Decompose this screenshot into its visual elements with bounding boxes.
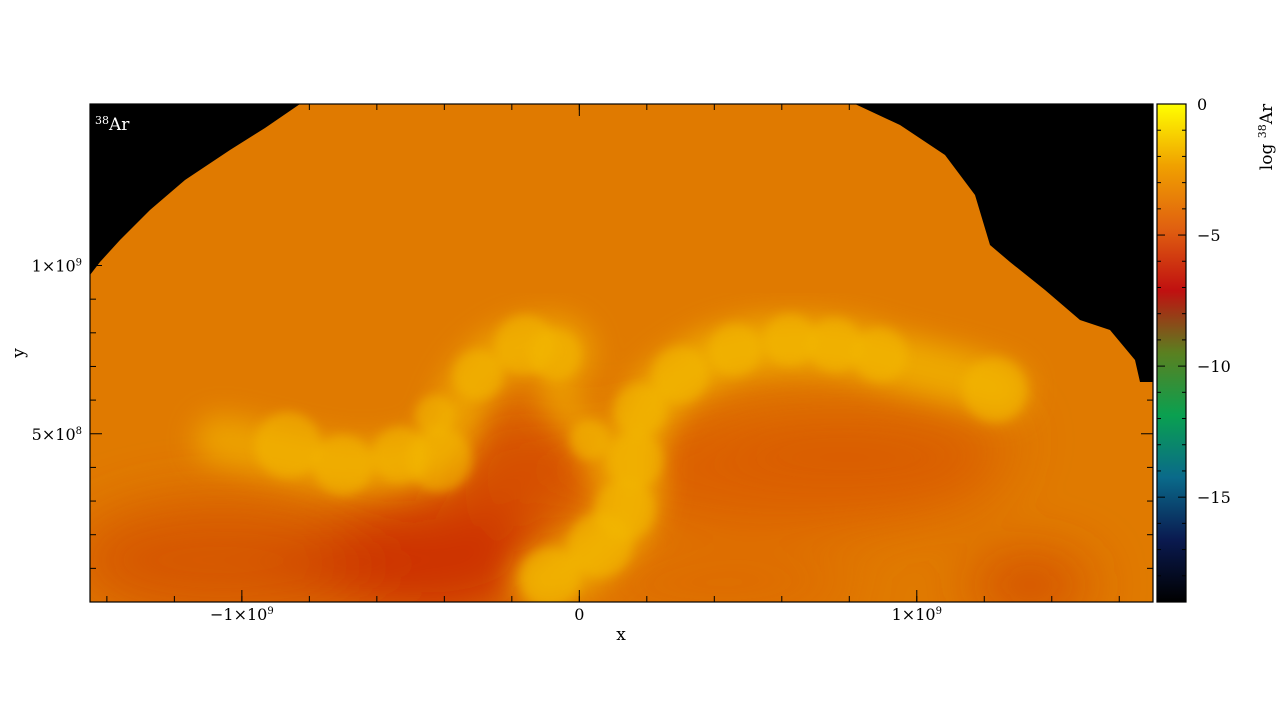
colorbar-label: log 38Ar [1256,103,1277,170]
colorbar-gradient [1157,104,1186,602]
colorbar-ticks [1157,103,1186,603]
y-tick-label: 5×108 [32,425,82,444]
y-tick-label: 1×109 [32,257,82,276]
y-axis-label: y [9,348,29,359]
colorbar-tick-label: −10 [1197,357,1231,376]
colorbar-label-sup: 38 [1256,124,1269,138]
colorbar-tick-label: 0 [1197,95,1207,114]
plot-area: 38Ar [90,104,1153,602]
x-axis-label: x [616,625,626,645]
panel-label-sup: 38 [95,114,109,127]
x-tick-label: 0 [574,605,584,624]
field-structures [90,314,1090,602]
x-tick-label: −1×109 [210,605,274,624]
colorbar-tick-labels: 0 −5 −10 −15 [1197,95,1231,507]
colorbar-label-suffix: Ar [1257,103,1277,125]
colorbar-label-prefix: log [1257,138,1277,170]
colorbar-tick-label: −15 [1197,488,1231,507]
x-tick-labels: −1×109 0 1×109 [210,605,942,624]
x-tick-label: 1×109 [892,605,942,624]
colorbar: 0 −5 −10 −15 log 38Ar [1156,95,1277,603]
panel-label: 38Ar [95,114,130,135]
colorbar-tick-label: −5 [1197,226,1221,245]
plot-frame [89,103,1154,603]
colorbar-frame [1156,103,1187,603]
panel-label-text: Ar [108,115,130,135]
axis-ticks [90,104,1153,602]
y-tick-labels: 5×108 1×109 [32,257,82,444]
